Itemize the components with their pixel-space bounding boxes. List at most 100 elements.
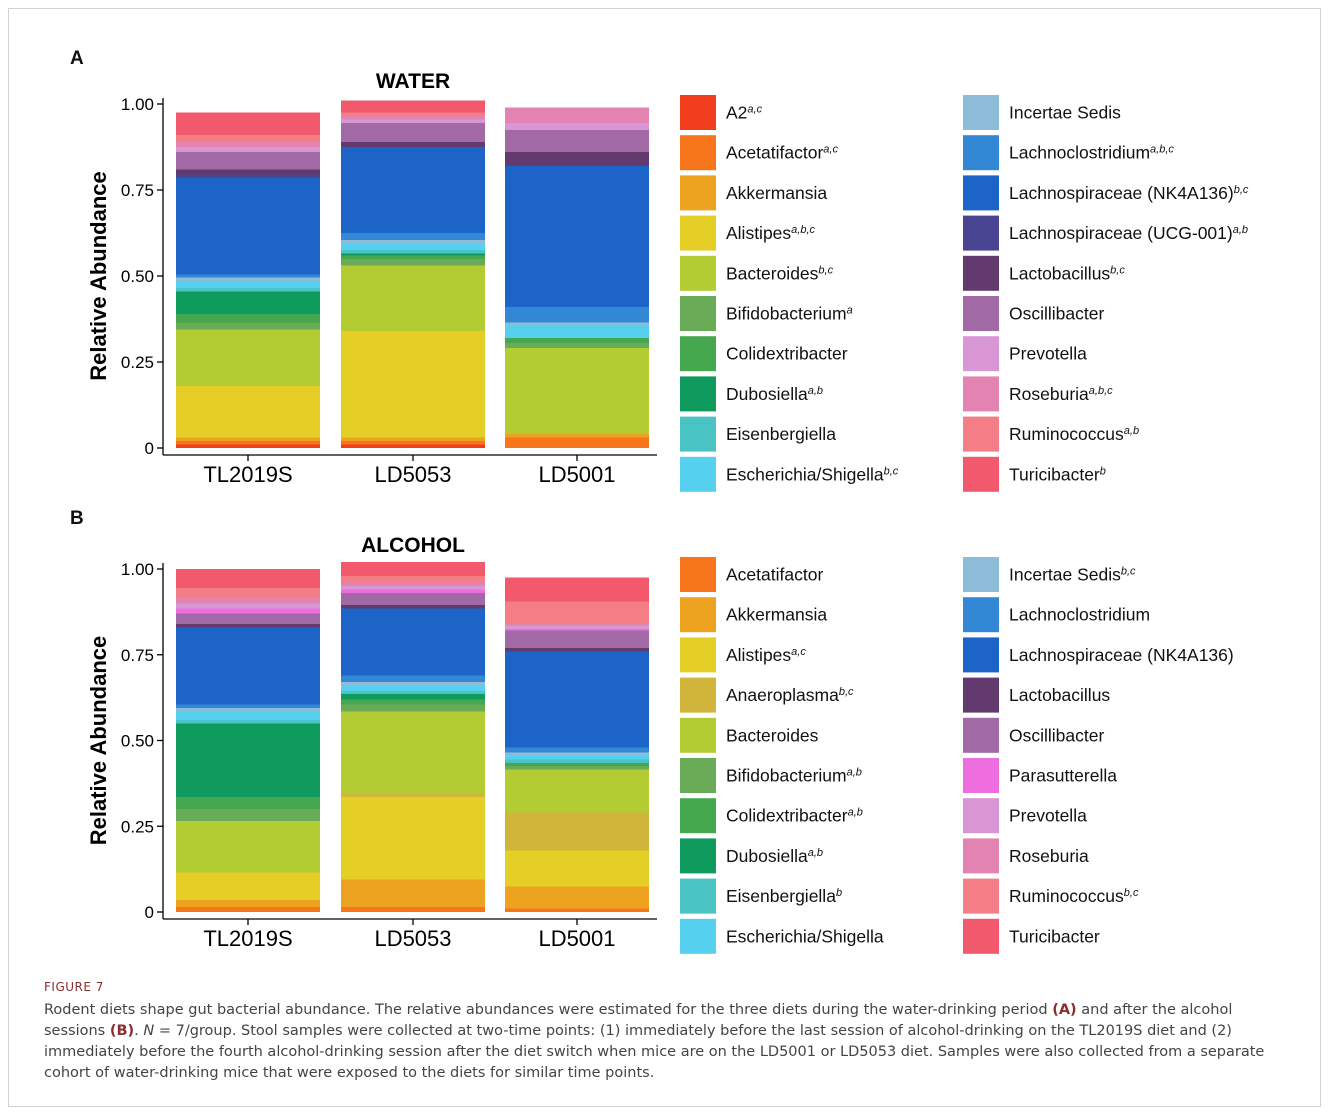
bar-segment-oscillibacter (505, 630, 649, 648)
legend-swatch (963, 717, 999, 753)
legend-superscript: a,b (848, 807, 863, 819)
bar-segment-a2 (176, 444, 320, 448)
bar-segment-akkermansia (341, 437, 485, 442)
y-tick-label: 0.50 (121, 267, 154, 286)
legend-swatch (680, 175, 716, 211)
bar-segment-parasutterella (505, 629, 649, 631)
panel-a: A WATER Relative Abundance 0 0.25 0.50 0.75 1.0… (70, 48, 1249, 492)
bar-segment-incertae-sedis (505, 322, 649, 326)
legend-label: Lachnoclostridiuma,b,c (1009, 143, 1174, 163)
y-tick-label: 0.25 (121, 353, 154, 372)
bar-segment-bifidobacterium (176, 809, 320, 822)
bar-ld5001 (505, 577, 649, 912)
legend-swatch (963, 878, 999, 914)
bar-segment-akkermansia (176, 899, 320, 907)
bar-segment-alistipes (176, 386, 320, 438)
bar-segment-prevotella (505, 625, 649, 630)
legend-swatch (680, 255, 716, 291)
legend-label: Lachnoclostridium (1009, 605, 1150, 625)
legend-swatch (963, 918, 999, 954)
legend-item-parasutterella: Parasutterella (963, 758, 1117, 793)
bar-segment-lactobacillus (341, 141, 485, 147)
y-tick-label: 1.00 (121, 560, 154, 579)
chart-title: ALCOHOL (361, 534, 465, 557)
bar-segment-dubosiella (341, 694, 485, 700)
y-tick-label: 0 (145, 903, 154, 922)
legend-item-eisenbergiella: Eisenbergiellab (680, 878, 842, 914)
bar-segment-escherichia-shigella (505, 755, 649, 760)
bar-segment-lactobacillus (505, 647, 649, 652)
bar-segment-parasutterella (176, 608, 320, 614)
legend-swatch (963, 637, 999, 673)
bar-segment-acetatifactor (505, 437, 649, 448)
legend-item-bacteroides: Bacteroides (680, 717, 819, 753)
bar-segment-colidextribacter (341, 255, 485, 259)
legend-item-acetatifactor: Acetatifactora,c (680, 135, 838, 171)
bar-segment-oscillibacter (341, 593, 485, 606)
bar-segment-prevotella (341, 586, 485, 590)
bar-ld5053 (341, 562, 485, 912)
legend-label: Lactobacillusb,c (1009, 263, 1125, 283)
legend-item-roseburia: Roseburia (963, 838, 1089, 874)
legend-item-bifidobacterium: Bifidobacteriuma,b (680, 758, 862, 793)
legend-label: Bacteroidesb,c (726, 263, 834, 283)
bar-segment-bacteroides (176, 821, 320, 873)
bar-segment-roseburia (176, 141, 320, 147)
bar-segment-alistipes (341, 331, 485, 438)
legend-label: Acetatifactor (726, 565, 823, 585)
legend-label: Incertae Sedisb,c (1009, 565, 1136, 585)
bar-segment-lactobacillus (176, 169, 320, 175)
legend-swatch (963, 376, 999, 412)
bar-segment-eisenbergiella (176, 719, 320, 724)
bar-segment-acetatifactor (176, 906, 320, 912)
chart-title: WATER (376, 70, 450, 93)
legend-swatch (680, 95, 716, 130)
legend-item-akkermansia: Akkermansia (680, 175, 827, 211)
y-axis-label: Relative Abundance (86, 171, 111, 380)
legend-item-lachnospiraceae-ucg-001: Lachnospiraceae (UCG-001)a,b (963, 215, 1248, 251)
bar-segment-lactobacillus (505, 152, 649, 166)
bar-segment-colidextribacter (505, 337, 649, 344)
bar-segment-prevotella (505, 122, 649, 130)
bar-segment-bacteroides (341, 711, 485, 794)
legend-swatch (680, 416, 716, 452)
x-tick-label: LD5001 (538, 926, 615, 951)
legend-item-acetatifactor: Acetatifactor (680, 557, 823, 592)
bar-segment-escherichia-shigella (176, 711, 320, 720)
legend-superscript: a,b,c (791, 224, 815, 236)
bar-segment-lachnospiraceae-nk4a136 (505, 651, 649, 748)
bar-segment-acetatifactor (341, 906, 485, 912)
legend-superscript: b (836, 887, 842, 899)
bar-segment-akkermansia (505, 886, 649, 909)
bar-segment-incertae-sedis (176, 277, 320, 282)
legend-label: Colidextribactera,b (726, 806, 863, 826)
bar-segment-dubosiella (176, 291, 320, 314)
bar-segment-prevotella (341, 119, 485, 123)
legend-label: Bifidobacteriuma (726, 304, 853, 324)
legend-item-roseburia: Roseburiaa,b,c (963, 376, 1113, 412)
legend-item-turicibacter: Turicibacterb (963, 456, 1106, 492)
x-tick-label: LD5053 (374, 462, 451, 487)
bar-segment-dubosiella (176, 723, 320, 798)
legend-swatch (680, 838, 716, 874)
bar-segment-bifidobacterium (176, 322, 320, 330)
bar-segment-ruminococcus (505, 601, 649, 624)
legend-item-ruminococcus: Ruminococcusb,c (963, 878, 1139, 914)
bar-segment-escherichia-shigella (505, 325, 649, 338)
bar-segment-alistipes (341, 797, 485, 880)
legend-item-a2: A2a,c (680, 95, 763, 130)
legend-label: Bacteroides (726, 725, 819, 745)
bar-segment-escherichia-shigella (176, 281, 320, 289)
legend-swatch (963, 557, 999, 592)
legend-swatch (680, 798, 716, 834)
legend-item-lachnospiraceae-nk4a136: Lachnospiraceae (NK4A136) (963, 637, 1234, 673)
bar-segment-acetatifactor (505, 908, 649, 912)
bar-segment-escherichia-shigella (341, 243, 485, 251)
legend-label: Parasutterella (1009, 766, 1117, 786)
panel-b: B ALCOHOL Relative Abundance 0 0.25 0.50 0.75 1… (70, 508, 1234, 954)
legend-swatch (963, 135, 999, 171)
bar-segment-lactobacillus (176, 623, 320, 628)
legend-swatch (680, 135, 716, 171)
bar-segment-incertae-sedis (341, 682, 485, 686)
bar-segment-turicibacter (341, 562, 485, 576)
